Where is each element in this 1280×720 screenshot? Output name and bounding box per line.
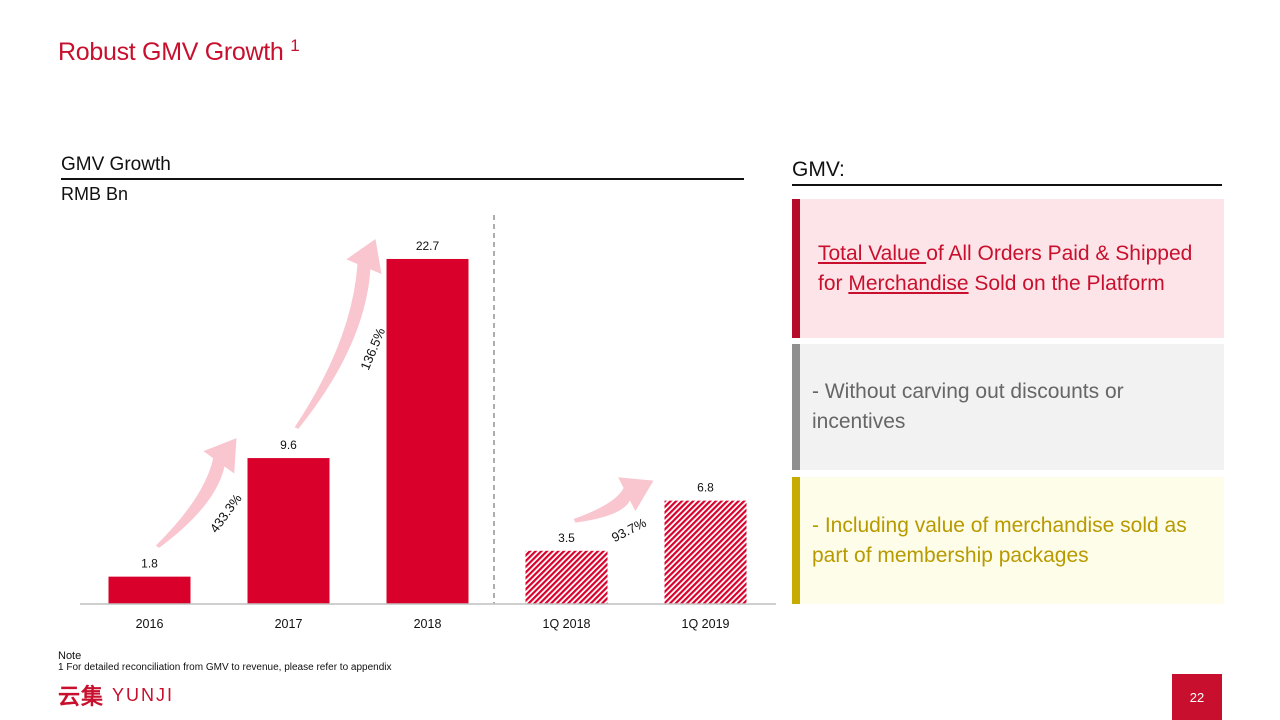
growth-arrow-1 <box>294 238 382 429</box>
slide-title: Robust GMV Growth 1 <box>58 36 300 67</box>
data-label-2018: 22.7 <box>416 239 440 253</box>
x-tick-label-1q-2018: 1Q 2018 <box>543 617 591 631</box>
x-tick-label-2016: 2016 <box>136 617 164 631</box>
chart-title: GMV Growth <box>61 154 171 175</box>
definition-underlined-total-value: Total Value <box>818 241 927 265</box>
logo-chinese-text: 云集 <box>58 684 105 709</box>
exclusion-accent-bar <box>792 344 800 470</box>
gmv-definition-text: Total Value of All Orders Paid & Shipped… <box>812 239 1210 299</box>
logo-english-text: YUNJI <box>112 684 175 705</box>
chart-unit-label: RMB Bn <box>61 184 129 204</box>
bar-2018 <box>386 258 469 604</box>
note-label: Note <box>58 650 82 662</box>
gmv-definition-box: Total Value of All Orders Paid & Shipped… <box>792 199 1224 338</box>
yunji-logo: 云集 YUNJI <box>58 679 174 711</box>
definition-orders-text: of All Orders Paid & Shipped for <box>818 241 1193 295</box>
chart-header: GMV Growth <box>61 154 744 180</box>
x-tick-label-1q-2019: 1Q 2019 <box>682 617 730 631</box>
note-text: 1 For detailed reconciliation from GMV t… <box>58 662 392 673</box>
definition-platform-text: Sold on the Platform <box>968 271 1165 295</box>
gmv-panel-header: GMV: <box>792 158 1222 186</box>
data-label-2017: 9.6 <box>280 438 297 452</box>
growth-rate-label-0: 433.3% <box>207 491 245 536</box>
gmv-inclusion-box: - Including value of merchandise sold as… <box>792 477 1224 604</box>
definition-underlined-merchandise: Merchandise <box>848 271 969 295</box>
growth-rate-label-2: 93.7% <box>609 515 649 545</box>
growth-arrow-0 <box>155 438 237 548</box>
gmv-exclusion-box: - Without carving out discounts or incen… <box>792 344 1224 470</box>
growth-rate-label-1: 136.5% <box>357 325 388 372</box>
data-label-1q-2019: 6.8 <box>697 481 714 495</box>
inclusion-accent-bar <box>792 477 800 604</box>
x-tick-label-2018: 2018 <box>414 617 442 631</box>
data-label-1q-2018: 3.5 <box>558 531 575 545</box>
gmv-exclusion-text: - Without carving out discounts or incen… <box>812 380 1124 433</box>
page-number: 22 <box>1172 674 1222 720</box>
bar-2017 <box>247 458 330 604</box>
x-tick-label-2017: 2017 <box>275 617 303 631</box>
definition-accent-bar <box>792 199 800 338</box>
gmv-inclusion-text: - Including value of merchandise sold as… <box>812 513 1187 567</box>
bar-1q-2019 <box>664 500 747 604</box>
bar-2016 <box>108 576 191 604</box>
growth-arrow-2 <box>573 477 654 523</box>
slide-title-text: Robust GMV Growth <box>58 38 284 66</box>
gmv-panel-title: GMV: <box>792 158 845 181</box>
gmv-bar-chart: 433.3% 136.5% 93.7% 1.8 2016 9.6 2017 22.7 2018 3… <box>80 215 776 631</box>
title-footnote-marker: 1 <box>290 36 300 55</box>
data-label-2016: 1.8 <box>141 557 158 571</box>
bar-1q-2018 <box>525 550 608 604</box>
